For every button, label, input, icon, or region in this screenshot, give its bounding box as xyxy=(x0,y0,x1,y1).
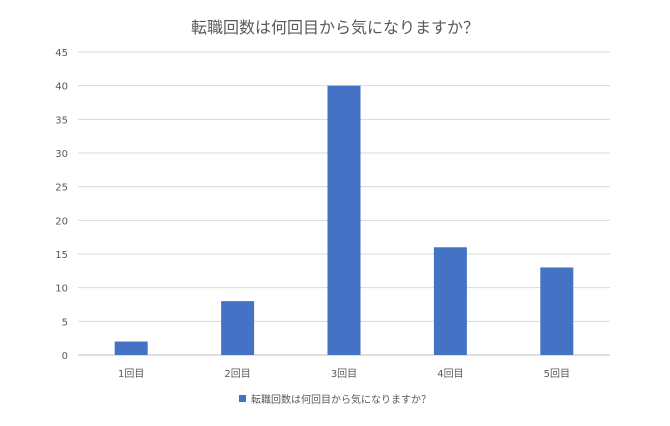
x-tick-label: 3回目 xyxy=(331,368,357,380)
y-tick-label: 0 xyxy=(62,351,68,362)
bar xyxy=(433,247,467,355)
x-axis-ticks: 1回目 2回目 3回目 4回目 5回目 xyxy=(118,368,570,380)
y-tick-label: 10 xyxy=(55,284,68,295)
bar xyxy=(327,85,361,356)
chart-title: 転職回数は何回目から気になりますか？ xyxy=(191,18,479,37)
y-axis-ticks: 0 5 10 15 20 25 30 35 40 45 xyxy=(55,48,68,362)
x-tick-label: 1回目 xyxy=(118,368,144,380)
y-tick-label: 15 xyxy=(55,250,68,261)
y-tick-label: 20 xyxy=(55,216,68,227)
bar xyxy=(221,301,255,355)
legend-label: 転職回数は何回目から気になりますか？ xyxy=(251,393,431,406)
x-tick-label: 2回目 xyxy=(224,368,250,380)
y-tick-label: 5 xyxy=(62,317,68,328)
y-tick-label: 45 xyxy=(55,48,68,59)
y-tick-label: 35 xyxy=(55,115,68,126)
y-tick-label: 30 xyxy=(55,149,68,160)
x-tick-label: 4回目 xyxy=(437,368,463,380)
legend: 転職回数は何回目から気になりますか？ xyxy=(239,393,431,406)
legend-swatch xyxy=(239,395,246,402)
y-tick-label: 25 xyxy=(55,183,68,194)
bar xyxy=(540,267,574,355)
bars xyxy=(114,85,574,356)
y-tick-label: 40 xyxy=(55,82,68,93)
x-tick-label: 5回目 xyxy=(544,368,570,380)
bar xyxy=(114,341,148,355)
